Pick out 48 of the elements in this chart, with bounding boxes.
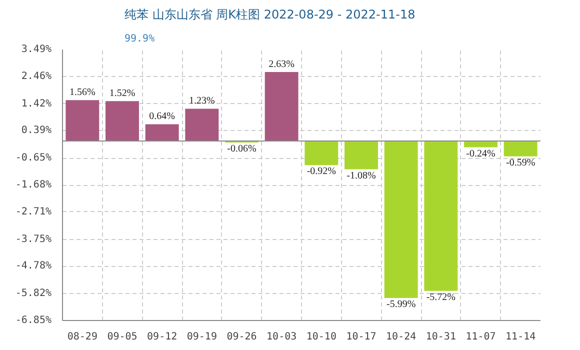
chart-subtitle: 99.9% bbox=[124, 34, 155, 44]
bar bbox=[384, 140, 418, 298]
y-tick-label: -4.78% bbox=[15, 260, 52, 272]
x-tick-label: 08-29 bbox=[67, 332, 98, 342]
x-tick-label: 10-10 bbox=[306, 332, 336, 342]
y-tick-label: 2.46% bbox=[21, 70, 52, 82]
data-label: -0.59% bbox=[506, 157, 536, 168]
bar bbox=[504, 140, 538, 156]
bar bbox=[344, 140, 378, 170]
bar bbox=[424, 140, 458, 291]
bar bbox=[66, 100, 100, 141]
chart-title: 纯苯 山东山东省 周K柱图 2022-08-29 - 2022-11-18 bbox=[124, 8, 416, 22]
x-tick-label: 09-26 bbox=[226, 332, 257, 342]
data-label: -1.08% bbox=[346, 170, 376, 182]
data-label: -0.92% bbox=[306, 166, 336, 178]
data-label: -0.24% bbox=[466, 148, 496, 160]
data-label: 1.56% bbox=[70, 87, 96, 98]
y-tick-label: -2.71% bbox=[15, 206, 52, 218]
bar bbox=[145, 124, 179, 141]
data-label: 2.63% bbox=[268, 59, 295, 70]
bar bbox=[106, 101, 139, 141]
x-tick-label: 10-31 bbox=[426, 332, 456, 342]
bar bbox=[464, 140, 498, 148]
y-tick-label: -3.75% bbox=[15, 234, 52, 245]
y-tick-label: -6.85% bbox=[15, 315, 52, 326]
bar bbox=[185, 108, 219, 141]
x-tick-label: 10-17 bbox=[346, 332, 376, 342]
bar bbox=[264, 72, 298, 141]
data-label: 1.52% bbox=[109, 88, 136, 100]
data-label: 1.23% bbox=[189, 96, 215, 107]
y-tick-label: -0.65% bbox=[15, 152, 52, 164]
x-tick-label: 09-05 bbox=[107, 332, 138, 342]
y-tick-label: -1.68% bbox=[15, 180, 52, 190]
x-tick-label: 11-07 bbox=[466, 332, 496, 342]
x-tick-label: 09-19 bbox=[186, 332, 217, 342]
x-tick-label: 09-12 bbox=[147, 332, 178, 342]
data-label: 0.64% bbox=[149, 111, 176, 122]
y-tick-label: 0.39% bbox=[21, 125, 52, 136]
x-tick-label: 10-03 bbox=[266, 332, 297, 342]
y-tick-label: -5.82% bbox=[15, 288, 52, 300]
data-label: -5.72% bbox=[426, 292, 456, 303]
data-label: -5.99% bbox=[386, 298, 416, 310]
data-label: -0.06% bbox=[227, 144, 256, 155]
y-tick-label: 1.42% bbox=[21, 98, 52, 110]
x-tick-label: 10-24 bbox=[386, 332, 416, 342]
y-tick-label: 3.49% bbox=[21, 44, 52, 55]
bar bbox=[304, 140, 338, 166]
x-tick-label: 11-14 bbox=[506, 332, 536, 342]
